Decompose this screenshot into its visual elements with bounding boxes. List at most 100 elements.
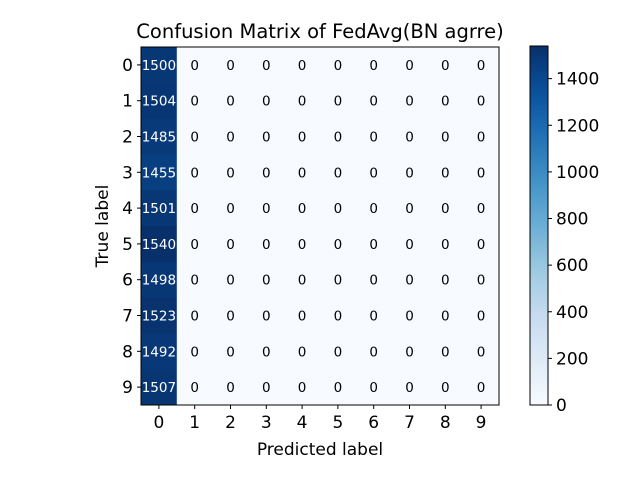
x-tick-label: 4 xyxy=(297,413,308,433)
heatmap-cell xyxy=(212,333,249,370)
heatmap-cell xyxy=(141,47,178,84)
x-tick-label: 1 xyxy=(189,413,200,433)
cell-value-label: 0 xyxy=(441,380,450,396)
cell-value-label: 1507 xyxy=(142,380,176,396)
cell-value-label: 0 xyxy=(262,58,271,74)
cell-value-label: 0 xyxy=(477,380,486,396)
cell-value-label: 0 xyxy=(477,130,486,146)
cell-value-label: 0 xyxy=(334,380,343,396)
y-tick-label: 9 xyxy=(122,378,133,398)
heatmap-cell xyxy=(463,154,500,191)
heatmap-cell xyxy=(391,297,428,334)
cell-value-label: 0 xyxy=(334,273,343,289)
cell-value-label: 0 xyxy=(441,344,450,360)
cell-value-label: 0 xyxy=(262,309,271,325)
heatmap-cell xyxy=(248,297,285,334)
cell-value-label: 0 xyxy=(405,201,414,217)
heatmap-cell xyxy=(427,333,464,370)
cell-value-label: 0 xyxy=(477,237,486,253)
cell-value-label: 1501 xyxy=(142,201,176,217)
heatmap-cell xyxy=(248,82,285,119)
cell-value-label: 0 xyxy=(262,380,271,396)
cell-value-label: 0 xyxy=(441,94,450,110)
heatmap-cell xyxy=(320,118,357,155)
cell-value-label: 0 xyxy=(477,344,486,360)
heatmap-cell xyxy=(248,369,285,406)
heatmap-cell xyxy=(355,190,392,227)
cell-value-label: 1523 xyxy=(142,309,176,325)
heatmap-cell xyxy=(284,226,321,263)
y-tick-label: 0 xyxy=(122,56,133,76)
heatmap-cell xyxy=(284,261,321,298)
heatmap-cell xyxy=(463,118,500,155)
heatmap-cell xyxy=(355,47,392,84)
x-tick-label: 7 xyxy=(404,413,415,433)
cell-value-label: 0 xyxy=(477,309,486,325)
heatmap-cell xyxy=(212,47,249,84)
cell-value-label: 0 xyxy=(405,165,414,181)
y-tick-label: 1 xyxy=(122,92,133,112)
cell-value-label: 0 xyxy=(226,344,235,360)
heatmap-cell xyxy=(284,297,321,334)
heatmap-cell xyxy=(141,154,178,191)
heatmap-cell xyxy=(212,190,249,227)
heatmap-cell xyxy=(284,47,321,84)
cell-value-label: 0 xyxy=(298,201,307,217)
heatmap-cell xyxy=(427,226,464,263)
heatmap-cell xyxy=(212,226,249,263)
cell-value-label: 0 xyxy=(405,344,414,360)
heatmap-cell xyxy=(248,333,285,370)
colorbar-gradient xyxy=(529,45,549,406)
cell-value-label: 0 xyxy=(334,237,343,253)
heatmap-cell xyxy=(427,118,464,155)
cell-value-label: 0 xyxy=(226,94,235,110)
cell-value-label: 0 xyxy=(369,165,378,181)
colorbar-tick-label: 1000 xyxy=(556,163,599,183)
cell-value-label: 1455 xyxy=(142,165,176,181)
y-tick-label: 5 xyxy=(122,235,133,255)
cell-value-label: 0 xyxy=(441,273,450,289)
y-tick-label: 7 xyxy=(122,307,133,327)
cell-value-label: 0 xyxy=(369,380,378,396)
heatmap-cell xyxy=(212,261,249,298)
heatmap-cell xyxy=(427,261,464,298)
cell-value-label: 0 xyxy=(334,344,343,360)
cell-value-label: 0 xyxy=(262,237,271,253)
heatmap-cell xyxy=(427,369,464,406)
heatmap-cell xyxy=(355,261,392,298)
cell-value-label: 0 xyxy=(226,130,235,146)
heatmap-cell xyxy=(176,333,213,370)
heatmap-cell xyxy=(463,226,500,263)
heatmap-cell xyxy=(355,154,392,191)
heatmap-cell xyxy=(176,47,213,84)
cell-value-label: 0 xyxy=(405,309,414,325)
heatmap-cell xyxy=(141,261,178,298)
y-axis-ticks: 0 1 2 3 4 5 6 7 8 9 xyxy=(122,56,141,398)
cell-value-label: 0 xyxy=(334,165,343,181)
heatmap-cell xyxy=(248,226,285,263)
cell-value-label: 0 xyxy=(369,201,378,217)
heatmap-cell xyxy=(391,154,428,191)
heatmap-cell xyxy=(320,369,357,406)
y-tick-label: 3 xyxy=(122,163,133,183)
cell-value-label: 0 xyxy=(405,58,414,74)
cell-value-label: 0 xyxy=(441,130,450,146)
cell-value-label: 0 xyxy=(190,165,199,181)
heatmap-cell xyxy=(355,297,392,334)
heatmap-cell xyxy=(284,333,321,370)
cell-value-label: 0 xyxy=(298,344,307,360)
heatmap-cell xyxy=(248,47,285,84)
heatmap-cell xyxy=(391,333,428,370)
heatmap-cell xyxy=(176,226,213,263)
heatmap-cell xyxy=(141,369,178,406)
heatmap-cell xyxy=(212,369,249,406)
cell-value-label: 1485 xyxy=(142,130,176,146)
y-tick-label: 6 xyxy=(122,271,133,291)
cell-value-label: 0 xyxy=(190,237,199,253)
cell-value-label: 0 xyxy=(405,237,414,253)
x-tick-label: 8 xyxy=(440,413,451,433)
cell-value-label: 0 xyxy=(226,309,235,325)
heatmap-cell xyxy=(355,333,392,370)
x-tick-label: 5 xyxy=(332,413,343,433)
